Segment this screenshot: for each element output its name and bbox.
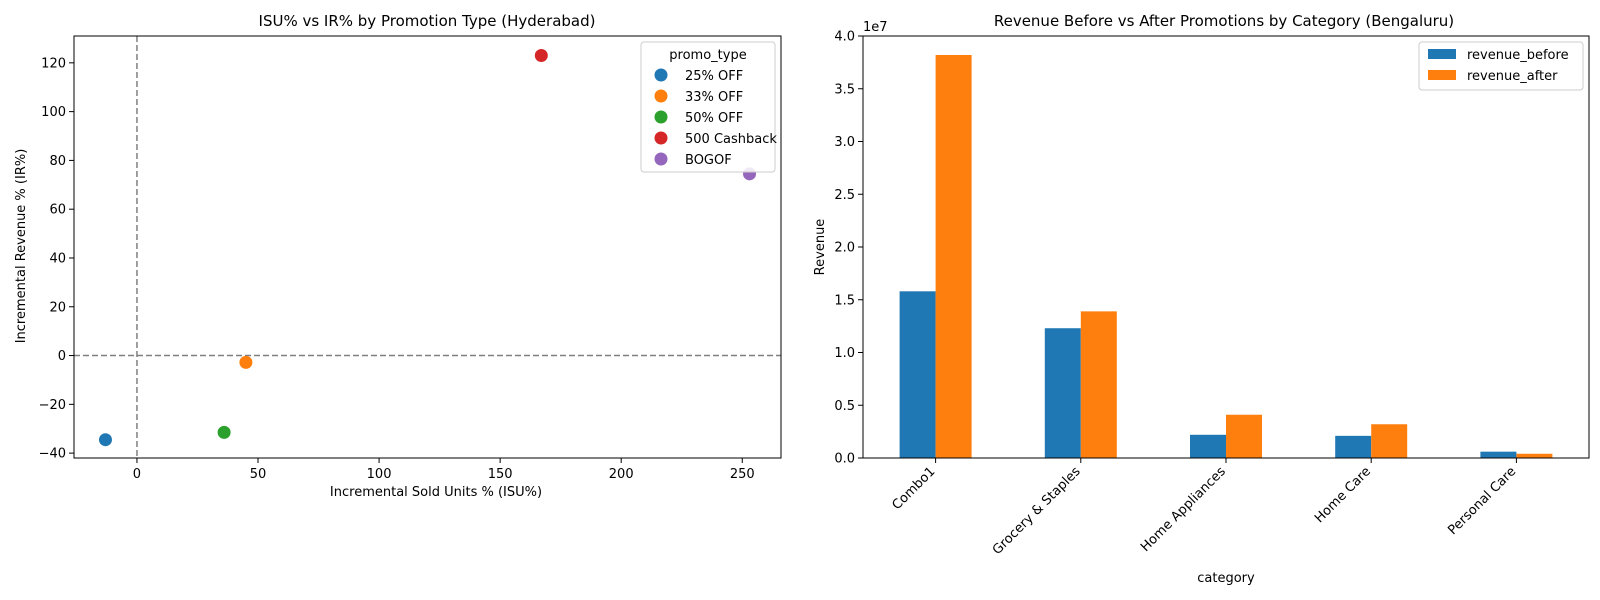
- y-tick-label: 40: [49, 251, 66, 266]
- scatter-point: [98, 433, 112, 447]
- x-tick-label: Home Care: [1312, 464, 1374, 526]
- scatter-legend-items: 25% OFF 33% OFF 50% OFF 500 Cashback BOGOF: [654, 68, 777, 168]
- legend-label: 50% OFF: [685, 111, 743, 126]
- bar: [1371, 424, 1408, 458]
- y-tick-label: 80: [49, 154, 66, 169]
- x-tick-label: Personal Care: [1445, 464, 1519, 538]
- legend-marker: [654, 68, 668, 82]
- x-tick-label: Home Appliances: [1138, 464, 1229, 555]
- scatter-chart: ISU% vs IR% by Promotion Type (Hyderabad…: [14, 12, 782, 500]
- x-tick-label: 100: [367, 467, 392, 482]
- scatter-x-axis-label: Incremental Sold Units % (ISU%): [330, 485, 542, 500]
- bar-y-axis-label: Revenue: [813, 219, 828, 276]
- bar-plot-frame: [862, 35, 1590, 459]
- bar-legend: revenue_before revenue_after: [1418, 41, 1584, 91]
- y-tick-label: 20: [49, 300, 66, 315]
- bar-y-ticks: 0.0 0.5 1.0 1.5 2.0 2.5 3.0 3.5 4.0: [834, 30, 863, 467]
- bar: [1190, 434, 1226, 458]
- x-tick-label: 150: [488, 467, 513, 482]
- legend-label: 500 Cashback: [685, 132, 777, 147]
- scatter-legend-title: promo_type: [669, 48, 746, 63]
- x-tick-label: Combo1: [890, 464, 939, 513]
- scatter-y-ticks: −40 −20 0 20 40 60 80 100 120: [39, 56, 74, 462]
- x-tick-label: 200: [609, 467, 634, 482]
- scatter-y-axis-label: Incremental Revenue % (IR%): [14, 149, 29, 344]
- bar: [899, 291, 936, 458]
- bar: [1226, 414, 1262, 458]
- scatter-point: [534, 49, 548, 63]
- y-tick-label: 100: [41, 105, 66, 120]
- scatter-points: [98, 49, 757, 447]
- y-tick-label: 1.0: [834, 346, 855, 361]
- scatter-plot-frame: [73, 35, 782, 459]
- x-tick-label: 0: [133, 467, 141, 482]
- y-tick-label: 3.5: [834, 82, 855, 97]
- y-tick-label: 4.0: [834, 30, 855, 45]
- y-tick-label: 0: [58, 349, 66, 364]
- bar-title: Revenue Before vs After Promotions by Ca…: [994, 12, 1454, 30]
- legend-marker: [654, 152, 668, 166]
- scatter-title: ISU% vs IR% by Promotion Type (Hyderabad…: [259, 12, 596, 30]
- bar-y-scale-offset: 1e7: [863, 20, 888, 35]
- legend-swatch: [1428, 49, 1456, 59]
- bar: [1480, 451, 1517, 458]
- scatter-legend-box: [640, 41, 776, 173]
- bar: [1516, 453, 1553, 458]
- legend-label: 25% OFF: [685, 69, 743, 84]
- bar-bars: [899, 54, 1553, 459]
- bar-x-ticks: Combo1 Grocery & Staples Home Appliances Ho…: [890, 458, 1519, 558]
- y-tick-label: 1.5: [834, 293, 855, 308]
- y-tick-label: 120: [41, 56, 66, 71]
- scatter-point: [217, 425, 231, 439]
- y-tick-label: 2.0: [834, 241, 855, 256]
- legend-label: 33% OFF: [685, 90, 743, 105]
- y-tick-label: 3.0: [834, 135, 855, 150]
- x-tick-label: 50: [250, 467, 267, 482]
- bar: [1080, 311, 1117, 458]
- y-tick-label: −40: [39, 447, 66, 462]
- bar-legend-box: [1418, 41, 1584, 91]
- y-tick-label: 2.5: [834, 188, 855, 203]
- x-tick-label: 250: [730, 467, 755, 482]
- scatter-point: [239, 355, 253, 369]
- bar: [935, 54, 972, 459]
- bar-x-axis-label: category: [1197, 571, 1255, 586]
- y-tick-label: 0.5: [834, 399, 855, 414]
- legend-marker: [654, 89, 668, 103]
- legend-label: revenue_after: [1467, 69, 1558, 84]
- scatter-legend: promo_type 25% OFF 33% OFF 50% OFF 500 Cash…: [640, 41, 777, 173]
- x-tick-label: Grocery & Staples: [990, 464, 1084, 558]
- legend-label: BOGOF: [685, 153, 732, 168]
- legend-swatch: [1428, 70, 1456, 80]
- scatter-reference-lines: [74, 36, 781, 458]
- scatter-x-ticks: 0 50 100 150 200 250: [133, 458, 755, 482]
- bar-legend-items: revenue_before revenue_after: [1428, 48, 1569, 84]
- y-tick-label: −20: [39, 398, 66, 413]
- y-tick-label: 0.0: [834, 452, 855, 467]
- legend-marker: [654, 110, 668, 124]
- legend-marker: [654, 131, 668, 145]
- bar: [1044, 328, 1081, 458]
- bar-chart: Revenue Before vs After Promotions by Ca…: [813, 12, 1590, 586]
- legend-label: revenue_before: [1467, 48, 1569, 63]
- bar: [1335, 435, 1372, 458]
- y-tick-label: 60: [49, 203, 66, 218]
